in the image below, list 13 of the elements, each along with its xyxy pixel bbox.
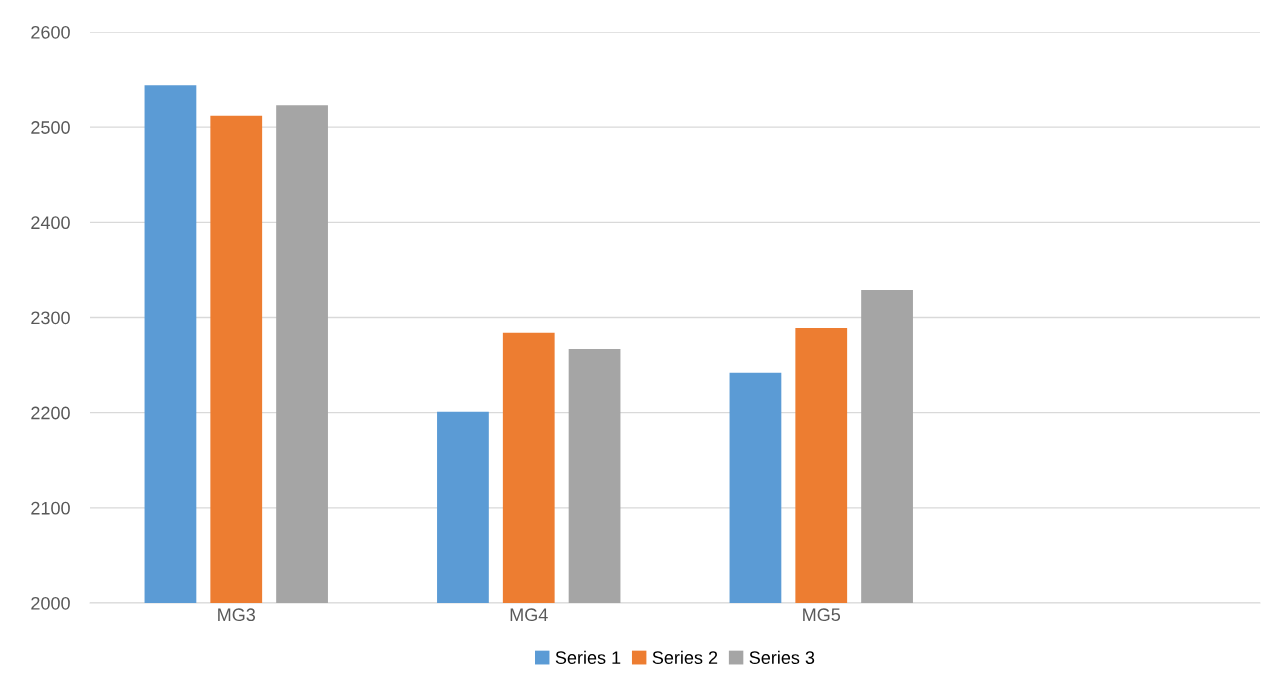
y-tick-label: 2400 xyxy=(31,216,70,230)
y-tick-label: 2000 xyxy=(31,596,70,610)
y-tick-label: 2600 xyxy=(31,25,70,39)
legend-label: Series 3 xyxy=(749,650,815,665)
x-tick-label: MG5 xyxy=(803,608,841,622)
x-tick-label: MG4 xyxy=(510,608,548,622)
x-tick-label: MG3 xyxy=(218,608,256,622)
y-tick-label: 2500 xyxy=(31,121,70,134)
y-tick-label: 2300 xyxy=(31,311,70,325)
legend-label: Series 2 xyxy=(652,650,718,665)
y-tick-label: 2200 xyxy=(31,406,70,420)
legend-label: Series 1 xyxy=(555,650,621,665)
y-tick-label: 2100 xyxy=(31,501,70,515)
